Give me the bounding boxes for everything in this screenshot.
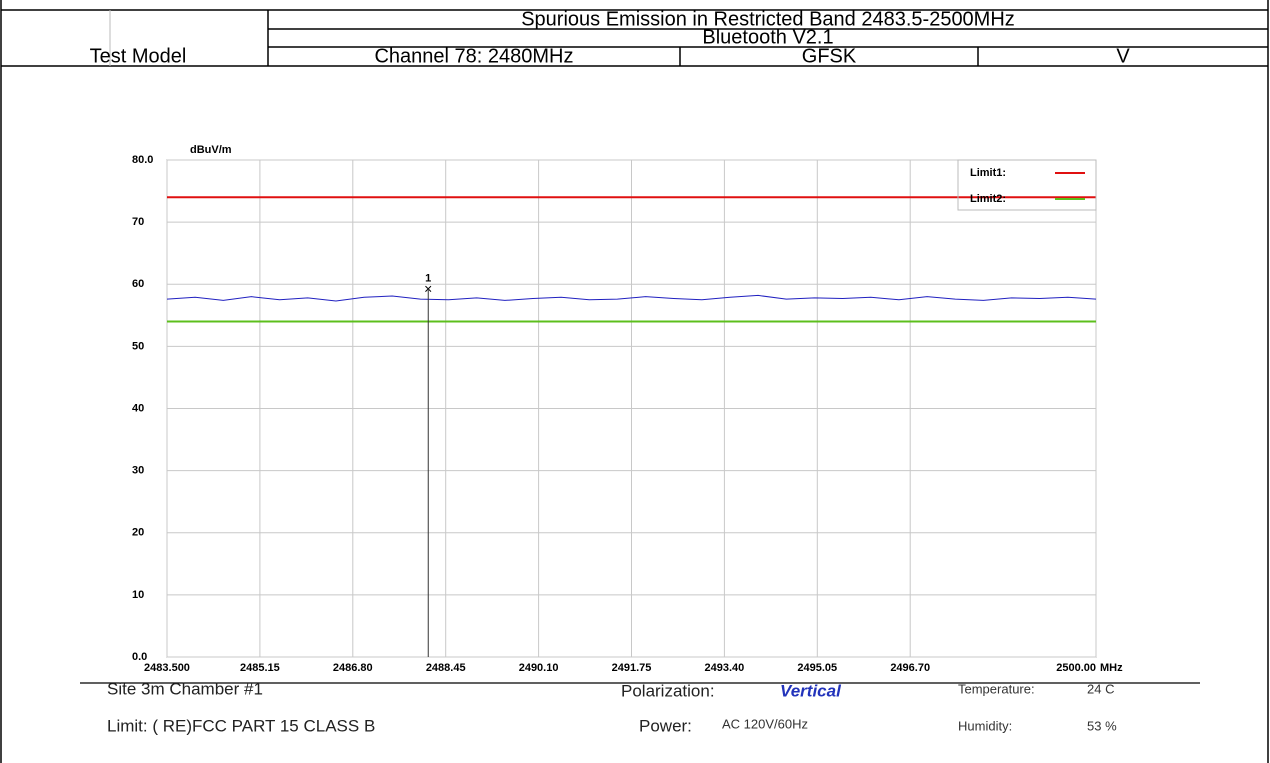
y-tick-label: 20 xyxy=(132,527,144,539)
x-tick-label: 2500.00 xyxy=(1056,662,1096,674)
legend-box xyxy=(957,159,1097,211)
marker-label: 1 xyxy=(425,273,431,285)
x-tick-label: 2491.75 xyxy=(612,662,652,674)
y-axis-label: dBuV/m xyxy=(190,144,232,156)
x-tick-label: 2495.05 xyxy=(797,662,837,674)
x-tick-label: 2490.10 xyxy=(519,662,559,674)
temperature-label: Temperature: xyxy=(958,681,1035,696)
y-tick-label: 70 xyxy=(132,216,144,228)
power: AC 120V/60Hz xyxy=(722,716,808,731)
header-label: Test Model xyxy=(90,45,187,67)
x-tick-label: 2486.80 xyxy=(333,662,373,674)
header-polarization: V xyxy=(1116,45,1130,67)
y-tick-label: 60 xyxy=(132,278,144,290)
x-tick-label: 2488.45 xyxy=(426,662,466,674)
x-axis-label: MHz xyxy=(1100,662,1123,674)
polarization-label: Polarization: xyxy=(621,681,715,700)
polarization: Vertical xyxy=(780,681,842,700)
x-tick-label: 2485.15 xyxy=(240,662,280,674)
humidity: 53 % xyxy=(1087,718,1117,733)
header-channel: Channel 78: 2480MHz xyxy=(374,45,573,67)
legend-label: Limit2: xyxy=(970,193,1006,205)
y-tick-label: 10 xyxy=(132,589,144,601)
marker-point: × xyxy=(424,281,432,297)
legend-label: Limit1: xyxy=(970,167,1006,179)
x-tick-label: 2496.70 xyxy=(890,662,930,674)
x-tick-label: 2483.500 xyxy=(144,662,190,674)
x-tick-label: 2493.40 xyxy=(705,662,745,674)
y-tick-label: 0.0 xyxy=(132,651,147,663)
limit: Limit: ( RE)FCC PART 15 CLASS B xyxy=(107,716,375,735)
y-tick-label: 80.0 xyxy=(132,154,153,166)
y-tick-label: 30 xyxy=(132,465,144,477)
header-modulation: GFSK xyxy=(802,45,857,67)
site: Site 3m Chamber #1 xyxy=(107,679,263,698)
header-mode: Bluetooth V2.1 xyxy=(702,26,833,48)
temperature: 24 C xyxy=(1087,681,1114,696)
series-line xyxy=(166,294,1097,302)
y-tick-label: 50 xyxy=(132,340,144,352)
power-label: Power: xyxy=(639,716,692,735)
header-title: Spurious Emission in Restricted Band 248… xyxy=(521,8,1015,30)
humidity-label: Humidity: xyxy=(958,718,1012,733)
y-tick-label: 40 xyxy=(132,402,144,414)
